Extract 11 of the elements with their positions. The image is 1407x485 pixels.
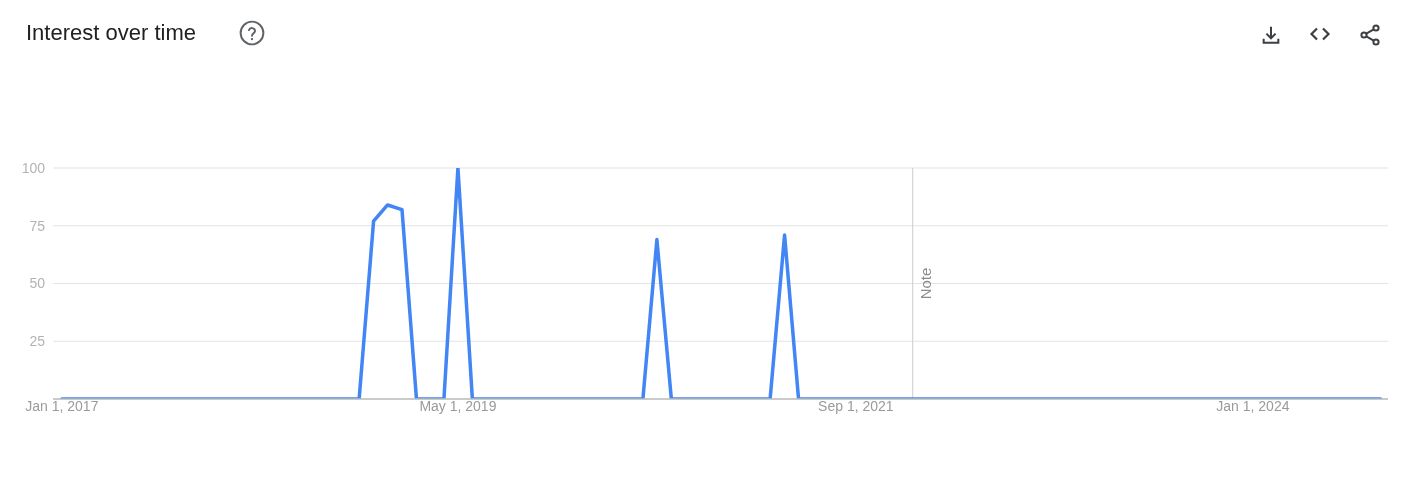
x-tick-label: Sep 1, 2021	[818, 398, 894, 415]
chart-title: Interest over time	[26, 19, 196, 47]
y-tick-label: 25	[29, 333, 46, 350]
ref-line-label: Note	[916, 267, 934, 300]
line-series	[60, 168, 1383, 399]
x-tick-label: May 1, 2019	[419, 398, 497, 415]
x-tick-label: Jan 1, 2017	[25, 398, 99, 415]
y-tick-label: 100	[21, 159, 46, 176]
y-tick-label: 50	[29, 275, 46, 292]
x-tick-label: Jan 1, 2024	[1216, 398, 1290, 415]
y-tick-label: 75	[29, 217, 46, 234]
